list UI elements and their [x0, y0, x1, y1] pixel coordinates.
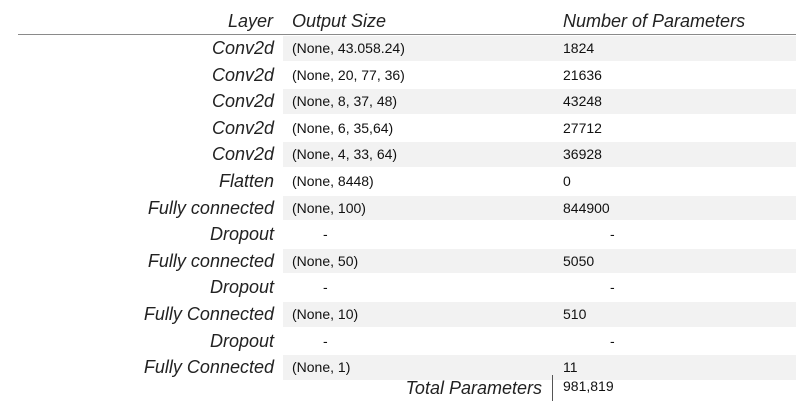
- params-cell: 36928: [555, 142, 796, 167]
- layer-cell: Fully connected: [147, 197, 274, 218]
- output-size-cell: (None, 10): [283, 301, 555, 327]
- layer-cell: Conv2d: [211, 91, 274, 112]
- output-size-cell: (None, 50): [283, 248, 555, 274]
- table-row: Conv2d (None, 43.058.24) 1824: [18, 35, 796, 62]
- params-cell: 510: [555, 301, 796, 327]
- table-row: Dropout - -: [18, 274, 796, 301]
- output-size-cell: (None, 1): [283, 355, 555, 380]
- table-row: Conv2d (None, 8, 37, 48) 43248: [18, 88, 796, 115]
- total-row: Total Parameters 981,819: [18, 373, 796, 403]
- layer-cell: Conv2d: [211, 64, 274, 85]
- header-layer: Layer: [227, 11, 273, 31]
- output-size-cell: (None, 20, 77, 36): [292, 66, 405, 83]
- layer-cell: Dropout: [209, 224, 274, 245]
- output-size-cell: -: [323, 279, 328, 296]
- params-cell: 5050: [555, 248, 796, 274]
- table-row: Conv2d (None, 4, 33, 64) 36928: [18, 141, 796, 168]
- layer-cell: Flatten: [218, 170, 274, 191]
- params-cell: 43248: [555, 89, 796, 114]
- params-cell: -: [610, 226, 615, 243]
- output-size-cell: -: [323, 226, 328, 243]
- total-value: 981,819: [563, 378, 614, 394]
- params-cell: 21636: [563, 66, 602, 83]
- params-cell: 844900: [555, 195, 796, 221]
- output-size-cell: (None, 8448): [292, 172, 374, 189]
- total-divider: [552, 375, 553, 401]
- output-size-cell: (None, 8, 37, 48): [283, 89, 555, 114]
- layer-cell: Conv2d: [211, 38, 274, 58]
- table-row: Dropout - -: [18, 328, 796, 355]
- table-row: Fully Connected (None, 1) 11: [18, 354, 796, 381]
- total-label: Total Parameters: [405, 378, 542, 398]
- output-size-cell: -: [323, 332, 328, 349]
- table-row: Conv2d (None, 20, 77, 36) 21636: [18, 62, 796, 89]
- params-cell: 27712: [563, 119, 602, 136]
- header-output-size: Output Size: [292, 11, 387, 31]
- layer-cell: Fully connected: [147, 250, 274, 271]
- table-header: Layer Output Size Number of Parameters: [18, 8, 796, 35]
- parameter-table: Layer Output Size Number of Parameters C…: [18, 8, 796, 381]
- layer-cell: Dropout: [209, 330, 274, 351]
- table-row: Dropout - -: [18, 221, 796, 248]
- output-size-cell: (None, 100): [283, 195, 555, 221]
- params-cell: 11: [555, 355, 796, 380]
- layer-cell: Conv2d: [211, 117, 274, 138]
- table-row: Fully Connected (None, 10) 510: [18, 301, 796, 328]
- table-row: Conv2d (None, 6, 35,64) 27712: [18, 115, 796, 142]
- output-size-cell: (None, 6, 35,64): [292, 119, 394, 136]
- header-number-of-parameters: Number of Parameters: [563, 11, 746, 31]
- output-size-cell: (None, 4, 33, 64): [283, 142, 555, 167]
- table-row: Fully connected (None, 100) 844900: [18, 195, 796, 222]
- params-cell: -: [610, 279, 615, 296]
- params-cell: 1824: [555, 36, 796, 61]
- table-row: Flatten (None, 8448) 0: [18, 168, 796, 195]
- table-body: Conv2d (None, 43.058.24) 1824 Conv2d (None, …: [18, 35, 796, 381]
- layer-cell: Fully Connected: [143, 303, 274, 324]
- layer-cell: Dropout: [209, 277, 274, 298]
- layer-cell: Conv2d: [211, 144, 274, 165]
- params-cell: 0: [563, 172, 571, 189]
- output-size-cell: (None, 43.058.24): [283, 36, 555, 61]
- table-row: Fully connected (None, 50) 5050: [18, 248, 796, 275]
- params-cell: -: [610, 332, 615, 349]
- layer-cell: Fully Connected: [143, 357, 274, 378]
